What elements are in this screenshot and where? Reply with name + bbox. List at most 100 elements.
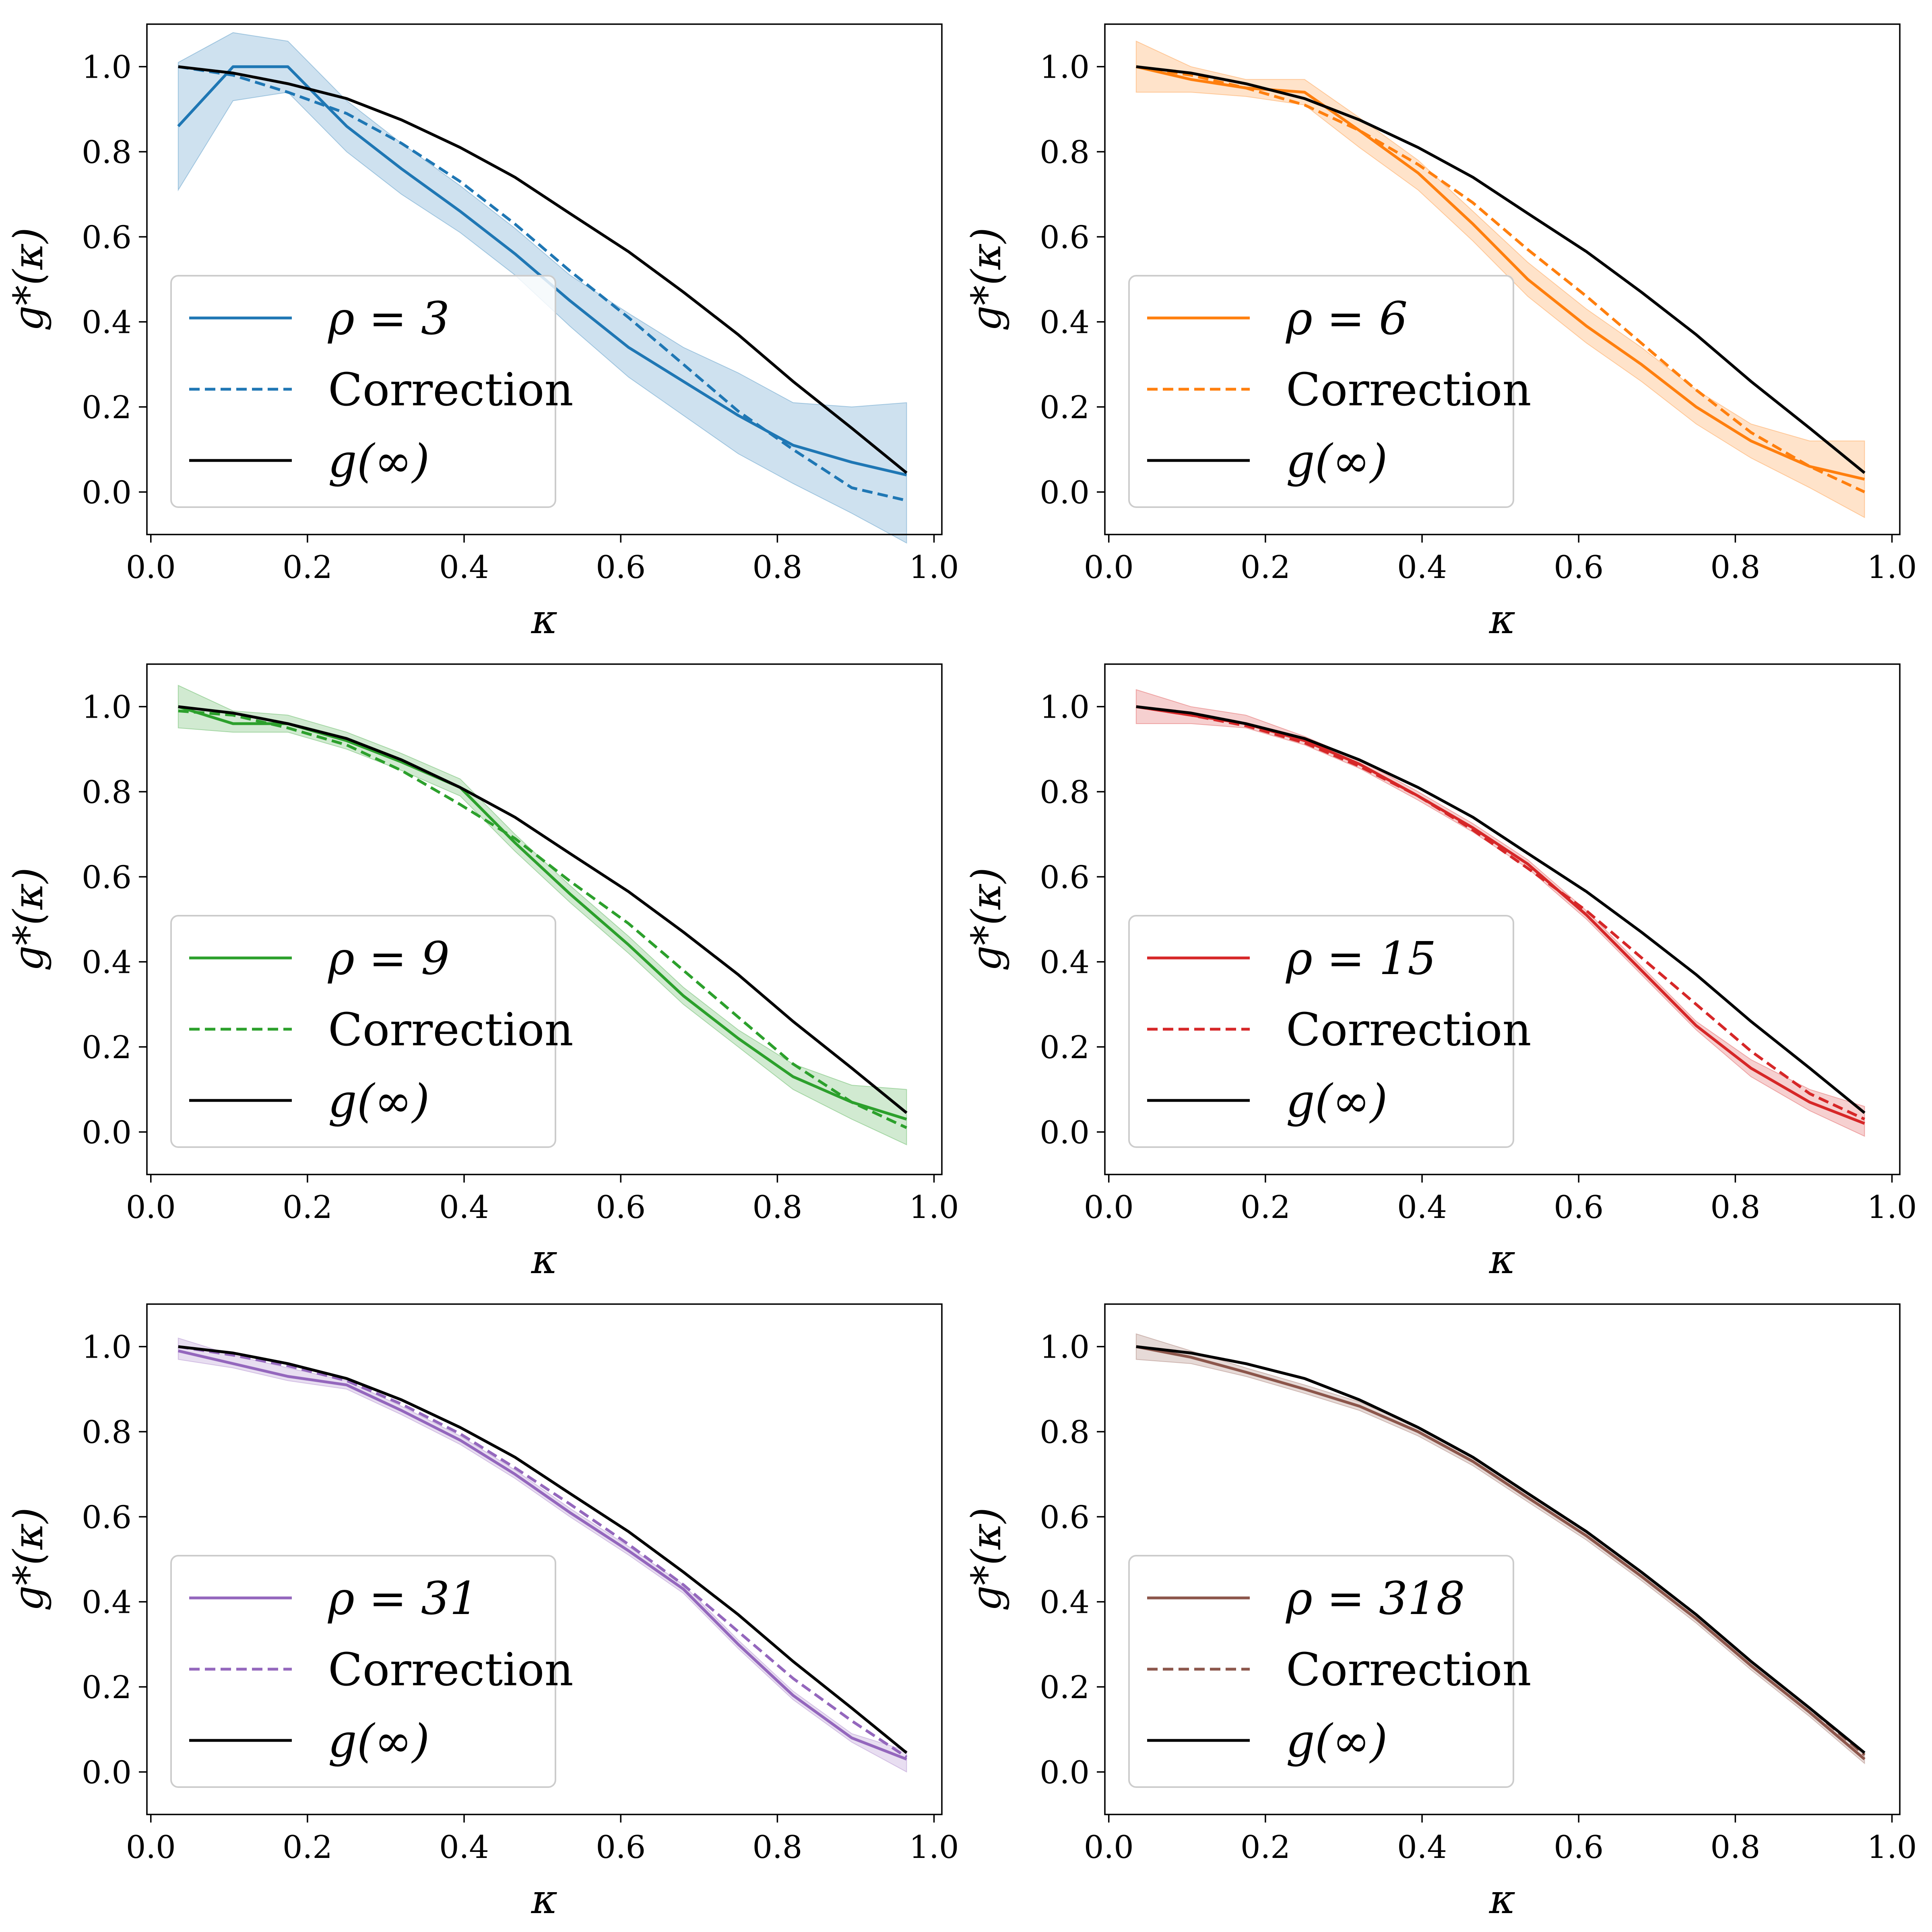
x-axis-label: κ <box>531 1876 558 1923</box>
y-tick-label: 0.2 <box>1040 1670 1090 1706</box>
y-tick-label: 1.0 <box>1040 689 1090 726</box>
x-tick-label: 0.0 <box>126 1829 176 1866</box>
x-tick-label: 0.8 <box>1710 1829 1760 1866</box>
legend-label-1: ρ = 318 <box>1286 1573 1465 1625</box>
series-line-3 <box>178 1345 908 1754</box>
y-tick-label: 0.8 <box>82 134 132 171</box>
y-tick-label: 0.6 <box>1040 1499 1090 1536</box>
y-tick-label: 0.0 <box>1040 475 1090 511</box>
series-line-3 <box>1136 705 1866 1114</box>
series-line-1 <box>1136 1345 1866 1761</box>
legend-box <box>170 1555 556 1788</box>
y-tick-label: 1.0 <box>82 689 132 726</box>
legend-label-2: Correction <box>1286 1644 1532 1696</box>
legend-label-2: Correction <box>328 1004 574 1056</box>
x-tick-label: 0.2 <box>283 1829 332 1866</box>
x-tick-label: 0.2 <box>1241 549 1290 586</box>
confidence-band <box>1135 40 1865 518</box>
y-tick-label: 0.4 <box>82 305 132 341</box>
y-tick-label: 0.4 <box>1040 1585 1090 1621</box>
series-line-2 <box>178 1345 908 1759</box>
x-tick-label: 0.8 <box>1710 1189 1760 1226</box>
x-tick-label: 0.2 <box>283 549 332 586</box>
y-tick-label: 0.8 <box>82 774 132 811</box>
chart-panel-3: 0.0 0.2 0.4 0.6 0.8 1.0 0.0 0.2 0.4 0.6 0.8 1.0 κ g*(… <box>5 663 959 1283</box>
y-tick-label: 0.4 <box>82 945 132 981</box>
x-tick-label: 0.8 <box>752 1189 802 1226</box>
x-tick-label: 1.0 <box>1867 1189 1917 1226</box>
series-line-2 <box>178 65 907 502</box>
legend-box <box>1128 915 1514 1148</box>
legend-label-3: g(∞) <box>328 1715 429 1767</box>
legend-label-2: Correction <box>328 1644 574 1696</box>
legend-label-2: Correction <box>328 364 574 416</box>
chart-panel-1: 0.0 0.2 0.4 0.6 0.8 1.0 0.0 0.2 0.4 0.6 0.8 1.0 κ g*(… <box>5 23 959 643</box>
series-line-2 <box>178 709 907 1129</box>
y-tick-label: 0.8 <box>1040 134 1090 171</box>
legend-label-3: g(∞) <box>328 435 429 487</box>
y-axis-label: g*(κ) <box>5 227 52 331</box>
x-axis-label: κ <box>531 1236 558 1283</box>
x-tick-label: 1.0 <box>1867 1829 1917 1866</box>
legend-label-1: ρ = 31 <box>328 1573 478 1625</box>
x-tick-label: 0.0 <box>1084 1829 1134 1866</box>
series-line-2 <box>1136 705 1865 1121</box>
legend-label-3: g(∞) <box>328 1075 429 1127</box>
x-tick-label: 0.4 <box>1397 1189 1447 1226</box>
series-line-3 <box>1136 65 1866 474</box>
legend-box <box>170 275 556 508</box>
x-tick-label: 0.4 <box>1397 1829 1447 1866</box>
y-tick-label: 0.0 <box>82 475 132 511</box>
x-tick-label: 0.6 <box>1554 1829 1604 1866</box>
x-tick-label: 0.4 <box>439 1829 489 1866</box>
legend-label-3: g(∞) <box>1286 435 1387 487</box>
x-tick-label: 0.4 <box>439 1189 489 1226</box>
chart-panel-2: 0.0 0.2 0.4 0.6 0.8 1.0 0.0 0.2 0.4 0.6 0.8 1.0 κ g*(… <box>963 23 1917 643</box>
x-tick-label: 1.0 <box>909 1189 959 1226</box>
legend-label-2: Correction <box>1286 364 1532 416</box>
x-tick-label: 0.6 <box>596 1189 646 1226</box>
y-axis-label: g*(κ) <box>5 1507 52 1611</box>
y-tick-label: 0.0 <box>82 1115 132 1151</box>
y-tick-label: 0.4 <box>1040 945 1090 981</box>
x-axis-label: κ <box>1489 1876 1516 1923</box>
x-axis-label: κ <box>531 596 558 643</box>
y-axis-label: g*(κ) <box>5 867 52 971</box>
chart-panel-4: 0.0 0.2 0.4 0.6 0.8 1.0 0.0 0.2 0.4 0.6 0.8 1.0 κ g*(… <box>963 663 1917 1283</box>
y-tick-label: 0.8 <box>1040 774 1090 811</box>
x-tick-label: 0.8 <box>752 1829 802 1866</box>
axes-frame <box>1104 663 1901 1175</box>
series-line-3 <box>1136 1345 1866 1754</box>
x-tick-label: 0.6 <box>596 549 646 586</box>
axes-frame <box>1104 23 1901 535</box>
y-tick-label: 0.4 <box>82 1585 132 1621</box>
axes-frame <box>146 663 943 1175</box>
series-line-1 <box>178 1349 907 1761</box>
y-tick-label: 1.0 <box>82 1329 132 1366</box>
x-tick-label: 0.6 <box>1554 549 1604 586</box>
axes-frame <box>1104 1303 1901 1815</box>
x-tick-label: 1.0 <box>909 549 959 586</box>
axes-frame <box>146 23 943 535</box>
legend-box <box>1128 275 1514 508</box>
legend-label-1: ρ = 6 <box>1286 293 1408 345</box>
y-tick-label: 0.2 <box>82 390 132 426</box>
chart-panel-5: 0.0 0.2 0.4 0.6 0.8 1.0 0.0 0.2 0.4 0.6 0.8 1.0 κ g*(… <box>5 1303 959 1923</box>
y-tick-label: 0.6 <box>1040 859 1090 896</box>
y-axis-label: g*(κ) <box>963 1507 1010 1611</box>
legend-label-3: g(∞) <box>1286 1715 1387 1767</box>
legend-label-2: Correction <box>1286 1004 1532 1056</box>
legend-box <box>170 915 556 1148</box>
x-tick-label: 0.2 <box>1241 1189 1290 1226</box>
x-tick-label: 0.6 <box>596 1829 646 1866</box>
axes-frame <box>146 1303 943 1815</box>
series-line-3 <box>178 65 908 474</box>
x-tick-label: 0.2 <box>283 1189 332 1226</box>
series-line-1 <box>1136 65 1865 481</box>
y-tick-label: 0.4 <box>1040 305 1090 341</box>
y-tick-label: 1.0 <box>82 50 132 86</box>
legend-label-1: ρ = 9 <box>328 933 450 985</box>
x-tick-label: 0.8 <box>1710 549 1760 586</box>
series-line-3 <box>178 705 908 1114</box>
